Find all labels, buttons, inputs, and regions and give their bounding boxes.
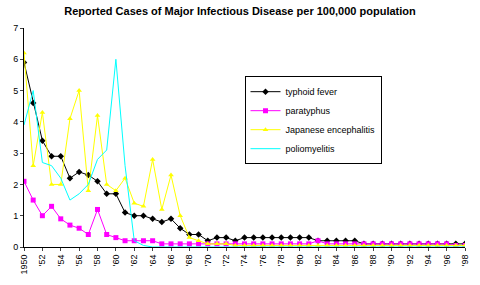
- svg-text:'78: '78: [276, 255, 286, 267]
- svg-text:'80: '80: [295, 255, 305, 267]
- svg-text:2: 2: [13, 180, 18, 190]
- svg-text:'66: '66: [166, 255, 176, 267]
- svg-text:'92: '92: [405, 255, 415, 267]
- svg-text:'64: '64: [148, 255, 158, 267]
- svg-text:3: 3: [13, 148, 18, 158]
- svg-text:'96: '96: [442, 255, 452, 267]
- svg-text:1: 1: [13, 211, 18, 221]
- svg-text:'76: '76: [258, 255, 268, 267]
- svg-text:0: 0: [13, 242, 18, 252]
- svg-text:Japanese encephalitis: Japanese encephalitis: [286, 125, 376, 135]
- svg-text:Reported Cases of Major Infect: Reported Cases of Major Infectious Disea…: [64, 5, 416, 17]
- svg-text:1950: 1950: [19, 255, 29, 275]
- svg-text:'84: '84: [331, 255, 341, 267]
- svg-text:'94: '94: [423, 255, 433, 267]
- svg-text:4: 4: [13, 117, 18, 127]
- svg-text:paratyphus: paratyphus: [286, 106, 331, 116]
- svg-text:'82: '82: [313, 255, 323, 267]
- svg-text:7: 7: [13, 23, 18, 33]
- svg-text:'60: '60: [111, 255, 121, 267]
- svg-text:'58: '58: [92, 255, 102, 267]
- svg-text:6: 6: [13, 54, 18, 64]
- svg-text:'98: '98: [460, 255, 470, 267]
- svg-text:'68: '68: [184, 255, 194, 267]
- svg-text:typhoid fever: typhoid fever: [286, 87, 338, 97]
- svg-text:'90: '90: [386, 255, 396, 267]
- svg-text:'52: '52: [37, 255, 47, 267]
- svg-text:'62: '62: [129, 255, 139, 267]
- svg-text:5: 5: [13, 86, 18, 96]
- svg-text:'54: '54: [56, 255, 66, 267]
- svg-text:'70: '70: [203, 255, 213, 267]
- svg-text:'74: '74: [239, 255, 249, 267]
- svg-text:poliomyelitis: poliomyelitis: [286, 144, 336, 154]
- svg-text:'56: '56: [74, 255, 84, 267]
- svg-text:'72: '72: [221, 255, 231, 267]
- svg-text:'88: '88: [368, 255, 378, 267]
- svg-text:'86: '86: [350, 255, 360, 267]
